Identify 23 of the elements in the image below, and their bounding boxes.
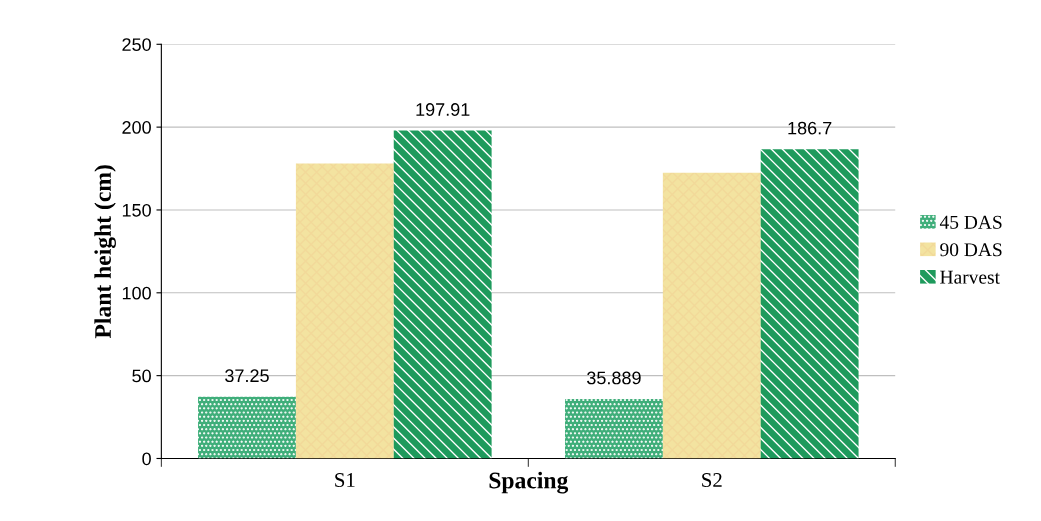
- bar: [760, 149, 859, 459]
- y-tick-label: 150: [122, 203, 151, 217]
- y-tick-label: 0: [142, 452, 151, 466]
- y-tick-label: 100: [122, 286, 151, 300]
- x-tick-label: S1: [335, 473, 355, 488]
- x-axis-title: Spacing: [489, 471, 569, 494]
- data-label: 37.25: [225, 369, 269, 383]
- y-tick-label: 50: [132, 369, 151, 383]
- y-tick-label: 250: [122, 38, 151, 52]
- bar: [393, 130, 492, 459]
- legend-label: 90 DAS: [940, 243, 1002, 257]
- bar: [295, 163, 394, 459]
- data-label: 186.7: [788, 121, 832, 135]
- data-label: 197.91: [416, 103, 470, 116]
- bar: [565, 399, 663, 459]
- x-tick-label: S2: [702, 473, 722, 488]
- legend-label: Harvest: [940, 270, 1000, 284]
- y-axis-title: Plant height (cm): [94, 165, 116, 339]
- bar: [662, 172, 761, 459]
- bar: [198, 396, 296, 459]
- legend-label: 45 DAS: [939, 215, 1002, 229]
- y-tick-label: 200: [122, 121, 151, 134]
- data-label: 35.889: [587, 371, 641, 385]
